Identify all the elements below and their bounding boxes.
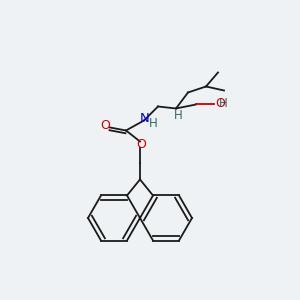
Text: O: O [136,138,146,151]
Text: H: H [148,117,158,130]
Text: H: H [174,109,182,122]
Text: O: O [100,119,110,132]
Text: H: H [219,97,227,110]
Text: O: O [215,97,225,110]
Text: N: N [140,112,150,125]
